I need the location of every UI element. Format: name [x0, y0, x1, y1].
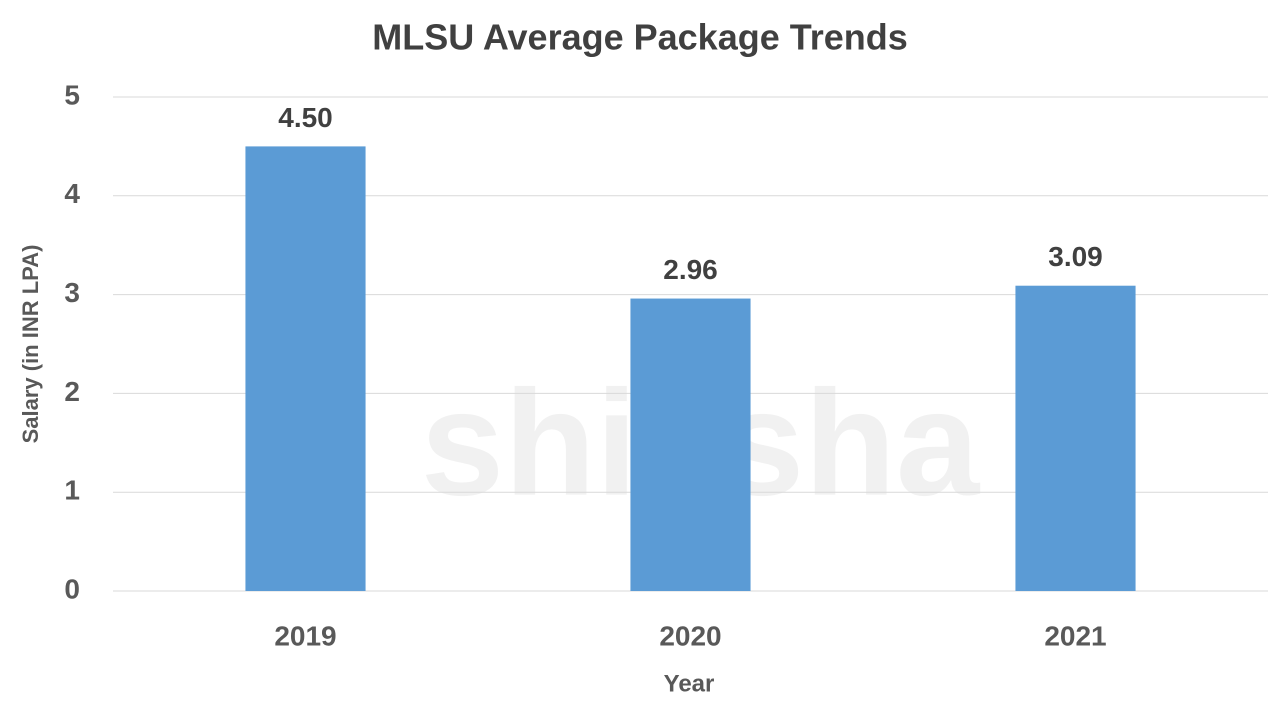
y-tick-label: 3 [64, 277, 80, 308]
data-label: 3.09 [1048, 241, 1103, 272]
y-tick-label: 1 [64, 475, 80, 506]
y-axis-title: Salary (in INR LPA) [18, 245, 43, 444]
x-tick-label: 2020 [659, 620, 721, 651]
data-label: 2.96 [663, 254, 718, 285]
x-axis-title: Year [664, 670, 715, 697]
bar [245, 146, 366, 591]
bar [1015, 285, 1136, 591]
chart-title: MLSU Average Package Trends [372, 17, 908, 58]
data-label: 4.50 [278, 102, 333, 133]
y-tick-label: 2 [64, 376, 80, 407]
y-tick-label: 5 [64, 79, 80, 110]
bar [630, 298, 751, 591]
y-tick-label: 0 [64, 573, 80, 604]
x-tick-label: 2021 [1044, 620, 1106, 651]
y-tick-label: 4 [64, 178, 80, 209]
x-tick-label: 2019 [274, 620, 336, 651]
